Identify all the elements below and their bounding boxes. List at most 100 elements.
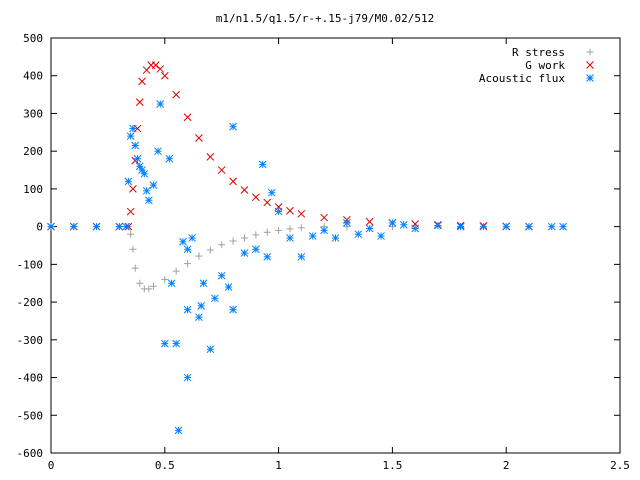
g-work-point — [138, 77, 146, 86]
y-tick-label: 100 — [23, 183, 43, 196]
y-tick-label: -200 — [17, 296, 44, 309]
plot-marks — [47, 61, 567, 435]
acoustic-flux-point — [258, 160, 267, 169]
y-axis: 500 400 300 200 100 0 -100 -200 -300 -400 -500 -600 — [17, 32, 620, 460]
acoustic-flux-point — [183, 245, 192, 254]
r-stress-point — [129, 245, 137, 253]
acoustic-flux-point — [188, 234, 196, 242]
acoustic-flux-point — [199, 279, 208, 288]
r-stress-point — [127, 230, 135, 238]
r-stress-point — [145, 285, 153, 293]
x-tick-label: 1.5 — [382, 459, 402, 472]
g-work-point — [229, 177, 237, 186]
x-tick-label: 1 — [275, 459, 282, 472]
legend-label: Acoustic flux — [479, 72, 565, 85]
g-work-point — [160, 71, 169, 80]
acoustic-flux-point — [229, 122, 237, 131]
acoustic-flux-point — [131, 141, 140, 150]
r-stress-point — [263, 228, 271, 236]
acoustic-flux-point — [240, 249, 249, 257]
acoustic-flux-point — [525, 222, 533, 231]
acoustic-flux-point — [174, 426, 183, 435]
g-work-point — [129, 185, 137, 193]
acoustic-flux-point — [126, 132, 135, 140]
y-tick-label: -600 — [17, 447, 44, 460]
acoustic-flux-point — [167, 279, 176, 288]
y-tick-label: -100 — [17, 258, 44, 271]
y-tick-label: -500 — [17, 409, 44, 422]
y-tick-label: 500 — [23, 32, 43, 45]
g-work-point — [217, 166, 226, 174]
plot-frame — [50, 37, 621, 454]
acoustic-flux-point — [179, 237, 187, 246]
x-axis: 0 0.5 1 1.5 2 2.5 — [48, 38, 630, 472]
acoustic-flux-point — [156, 100, 165, 108]
acoustic-flux-point — [69, 222, 78, 231]
acoustic-flux-point — [145, 196, 153, 205]
y-tick-label: 200 — [23, 145, 43, 158]
acoustic-flux-point — [354, 230, 363, 239]
acoustic-flux-point — [92, 222, 101, 231]
acoustic-flux-point — [286, 234, 294, 242]
r-stress-point — [195, 252, 203, 260]
g-work-point — [297, 209, 306, 218]
g-work-point — [172, 90, 181, 99]
series-r-stress — [47, 223, 533, 293]
r-stress-point — [297, 224, 305, 232]
legend-marker — [586, 61, 594, 69]
r-stress-point — [286, 225, 294, 233]
acoustic-flux-point — [263, 252, 272, 261]
r-stress-point — [161, 275, 169, 283]
acoustic-flux-point — [195, 313, 203, 322]
r-stress-point — [149, 282, 157, 290]
g-work-point — [286, 206, 294, 215]
acoustic-flux-point — [206, 345, 215, 354]
acoustic-flux-point — [183, 305, 192, 314]
acoustic-flux-point — [229, 305, 237, 314]
acoustic-flux-point — [479, 222, 488, 231]
acoustic-flux-point — [160, 339, 169, 348]
acoustic-flux-point — [456, 222, 465, 231]
g-work-point — [320, 213, 328, 222]
y-tick-label: -300 — [17, 334, 44, 347]
acoustic-flux-point — [129, 124, 137, 133]
g-work-point — [206, 152, 215, 161]
g-work-point — [263, 198, 272, 207]
acoustic-flux-point — [434, 221, 442, 230]
acoustic-flux-point — [142, 186, 151, 195]
legend-label: G work — [525, 59, 565, 72]
r-stress-point — [229, 237, 237, 245]
r-stress-point — [172, 267, 180, 275]
legend-label: R stress — [512, 46, 565, 59]
acoustic-flux-point — [559, 222, 567, 231]
acoustic-flux-point — [320, 226, 328, 235]
g-work-point — [151, 61, 160, 70]
y-tick-label: 400 — [23, 70, 43, 83]
acoustic-flux-point — [502, 222, 511, 231]
acoustic-flux-point — [217, 271, 226, 280]
acoustic-flux-point — [411, 224, 420, 233]
y-tick-label: -400 — [17, 372, 44, 385]
acoustic-flux-point — [365, 224, 374, 233]
acoustic-flux-point — [251, 245, 260, 254]
y-tick-label: 300 — [23, 107, 43, 120]
acoustic-flux-point — [343, 219, 351, 227]
g-work-point — [195, 134, 203, 142]
g-work-point — [135, 98, 144, 106]
acoustic-flux-point — [165, 154, 174, 163]
g-work-point — [156, 65, 165, 73]
x-tick-label: 0 — [48, 459, 55, 472]
acoustic-flux-point — [47, 222, 55, 231]
x-tick-label: 2.5 — [610, 459, 630, 472]
g-work-point — [365, 217, 374, 226]
y-tick-label: 0 — [36, 221, 43, 234]
r-stress-point — [184, 260, 192, 268]
acoustic-flux-point — [133, 154, 142, 163]
acoustic-flux-point — [140, 169, 149, 178]
r-stress-point — [275, 226, 283, 234]
acoustic-flux-point — [183, 373, 192, 382]
acoustic-flux-point — [331, 234, 340, 242]
acoustic-flux-point — [267, 188, 276, 197]
